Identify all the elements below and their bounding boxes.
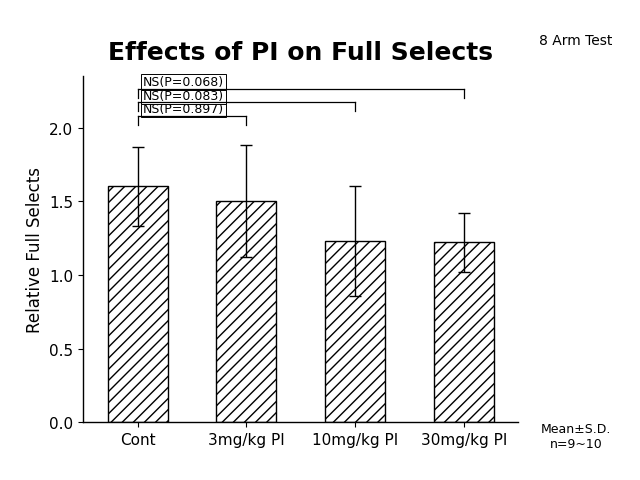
Bar	[325, 241, 385, 422]
Text: 8 Arm Test: 8 Arm Test	[540, 34, 612, 48]
Text: Mean±S.D.
n=9~10: Mean±S.D. n=9~10	[541, 422, 611, 450]
Text: NS(P=0.897): NS(P=0.897)	[143, 103, 224, 116]
Text: NS(P=0.083): NS(P=0.083)	[143, 90, 224, 103]
Y-axis label: Relative Full Selects: Relative Full Selects	[26, 167, 44, 333]
Text: NS(P=0.068): NS(P=0.068)	[143, 76, 224, 89]
Title: Effects of PI on Full Selects: Effects of PI on Full Selects	[108, 41, 493, 65]
Bar	[108, 187, 168, 422]
Bar	[434, 243, 494, 422]
Bar	[216, 202, 276, 422]
